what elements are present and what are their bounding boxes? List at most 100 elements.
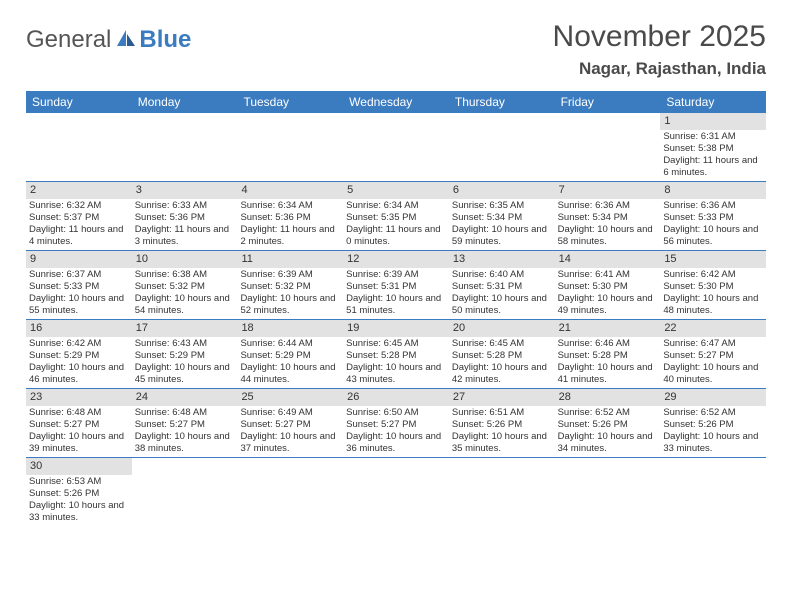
day-body: Sunrise: 6:36 AMSunset: 5:33 PMDaylight:… (660, 199, 766, 250)
day-body: Sunrise: 6:46 AMSunset: 5:28 PMDaylight:… (555, 337, 661, 388)
day-cell: 20Sunrise: 6:45 AMSunset: 5:28 PMDayligh… (449, 320, 555, 388)
day-number: 6 (449, 182, 555, 199)
day-number: 16 (26, 320, 132, 337)
day-body: Sunrise: 6:39 AMSunset: 5:32 PMDaylight:… (237, 268, 343, 319)
week-row: 16Sunrise: 6:42 AMSunset: 5:29 PMDayligh… (26, 320, 766, 389)
sunrise-text: Sunrise: 6:33 AM (135, 200, 235, 212)
daylight-text: Daylight: 10 hours and 35 minutes. (452, 431, 552, 455)
day-cell: 26Sunrise: 6:50 AMSunset: 5:27 PMDayligh… (343, 389, 449, 457)
day-number: 10 (132, 251, 238, 268)
daylight-text: Daylight: 10 hours and 37 minutes. (240, 431, 340, 455)
sunset-text: Sunset: 5:36 PM (240, 212, 340, 224)
sunrise-text: Sunrise: 6:44 AM (240, 338, 340, 350)
day-number: 4 (237, 182, 343, 199)
day-cell: 9Sunrise: 6:37 AMSunset: 5:33 PMDaylight… (26, 251, 132, 319)
calendar: SundayMondayTuesdayWednesdayThursdayFrid… (26, 91, 766, 526)
day-body: Sunrise: 6:51 AMSunset: 5:26 PMDaylight:… (449, 406, 555, 457)
empty-cell (660, 458, 766, 526)
sunset-text: Sunset: 5:26 PM (558, 419, 658, 431)
day-header-row: SundayMondayTuesdayWednesdayThursdayFrid… (26, 91, 766, 113)
empty-cell (132, 458, 238, 526)
day-number: 24 (132, 389, 238, 406)
day-cell: 21Sunrise: 6:46 AMSunset: 5:28 PMDayligh… (555, 320, 661, 388)
sunrise-text: Sunrise: 6:42 AM (663, 269, 763, 281)
day-cell: 4Sunrise: 6:34 AMSunset: 5:36 PMDaylight… (237, 182, 343, 250)
sunrise-text: Sunrise: 6:49 AM (240, 407, 340, 419)
day-body: Sunrise: 6:39 AMSunset: 5:31 PMDaylight:… (343, 268, 449, 319)
sunset-text: Sunset: 5:28 PM (558, 350, 658, 362)
daylight-text: Daylight: 10 hours and 45 minutes. (135, 362, 235, 386)
daylight-text: Daylight: 10 hours and 56 minutes. (663, 224, 763, 248)
day-cell: 25Sunrise: 6:49 AMSunset: 5:27 PMDayligh… (237, 389, 343, 457)
day-number: 25 (237, 389, 343, 406)
day-number: 21 (555, 320, 661, 337)
sunset-text: Sunset: 5:27 PM (135, 419, 235, 431)
sunset-text: Sunset: 5:31 PM (346, 281, 446, 293)
daylight-text: Daylight: 10 hours and 59 minutes. (452, 224, 552, 248)
sunrise-text: Sunrise: 6:34 AM (346, 200, 446, 212)
logo-sail-icon (115, 28, 137, 53)
day-body: Sunrise: 6:33 AMSunset: 5:36 PMDaylight:… (132, 199, 238, 250)
day-body: Sunrise: 6:34 AMSunset: 5:35 PMDaylight:… (343, 199, 449, 250)
week-row: 30Sunrise: 6:53 AMSunset: 5:26 PMDayligh… (26, 458, 766, 526)
sunset-text: Sunset: 5:32 PM (135, 281, 235, 293)
month-title: November 2025 (553, 20, 766, 53)
day-number: 1 (660, 113, 766, 130)
day-body: Sunrise: 6:42 AMSunset: 5:29 PMDaylight:… (26, 337, 132, 388)
sunset-text: Sunset: 5:34 PM (558, 212, 658, 224)
daylight-text: Daylight: 11 hours and 6 minutes. (663, 155, 763, 179)
daylight-text: Daylight: 11 hours and 3 minutes. (135, 224, 235, 248)
day-header-cell: Wednesday (343, 91, 449, 113)
day-cell: 3Sunrise: 6:33 AMSunset: 5:36 PMDaylight… (132, 182, 238, 250)
day-cell: 11Sunrise: 6:39 AMSunset: 5:32 PMDayligh… (237, 251, 343, 319)
day-cell: 13Sunrise: 6:40 AMSunset: 5:31 PMDayligh… (449, 251, 555, 319)
daylight-text: Daylight: 10 hours and 44 minutes. (240, 362, 340, 386)
day-number: 14 (555, 251, 661, 268)
day-body: Sunrise: 6:47 AMSunset: 5:27 PMDaylight:… (660, 337, 766, 388)
sunrise-text: Sunrise: 6:48 AM (135, 407, 235, 419)
sunset-text: Sunset: 5:33 PM (29, 281, 129, 293)
day-cell: 29Sunrise: 6:52 AMSunset: 5:26 PMDayligh… (660, 389, 766, 457)
sunrise-text: Sunrise: 6:38 AM (135, 269, 235, 281)
sunrise-text: Sunrise: 6:46 AM (558, 338, 658, 350)
day-body: Sunrise: 6:42 AMSunset: 5:30 PMDaylight:… (660, 268, 766, 319)
day-cell: 7Sunrise: 6:36 AMSunset: 5:34 PMDaylight… (555, 182, 661, 250)
empty-cell (343, 458, 449, 526)
daylight-text: Daylight: 10 hours and 33 minutes. (663, 431, 763, 455)
day-body: Sunrise: 6:37 AMSunset: 5:33 PMDaylight:… (26, 268, 132, 319)
day-body: Sunrise: 6:53 AMSunset: 5:26 PMDaylight:… (26, 475, 132, 526)
day-number: 20 (449, 320, 555, 337)
empty-cell (555, 113, 661, 181)
sunset-text: Sunset: 5:28 PM (452, 350, 552, 362)
day-cell: 2Sunrise: 6:32 AMSunset: 5:37 PMDaylight… (26, 182, 132, 250)
day-number: 27 (449, 389, 555, 406)
sunrise-text: Sunrise: 6:39 AM (240, 269, 340, 281)
sunset-text: Sunset: 5:28 PM (346, 350, 446, 362)
day-body: Sunrise: 6:40 AMSunset: 5:31 PMDaylight:… (449, 268, 555, 319)
day-number: 7 (555, 182, 661, 199)
location: Nagar, Rajasthan, India (553, 59, 766, 79)
sunset-text: Sunset: 5:31 PM (452, 281, 552, 293)
sunrise-text: Sunrise: 6:35 AM (452, 200, 552, 212)
sunrise-text: Sunrise: 6:36 AM (663, 200, 763, 212)
daylight-text: Daylight: 10 hours and 55 minutes. (29, 293, 129, 317)
sunrise-text: Sunrise: 6:37 AM (29, 269, 129, 281)
day-number: 19 (343, 320, 449, 337)
daylight-text: Daylight: 11 hours and 0 minutes. (346, 224, 446, 248)
sunset-text: Sunset: 5:38 PM (663, 143, 763, 155)
sunset-text: Sunset: 5:27 PM (240, 419, 340, 431)
daylight-text: Daylight: 10 hours and 41 minutes. (558, 362, 658, 386)
empty-cell (132, 113, 238, 181)
day-body: Sunrise: 6:48 AMSunset: 5:27 PMDaylight:… (132, 406, 238, 457)
day-body: Sunrise: 6:45 AMSunset: 5:28 PMDaylight:… (449, 337, 555, 388)
day-header-cell: Friday (555, 91, 661, 113)
daylight-text: Daylight: 10 hours and 39 minutes. (29, 431, 129, 455)
daylight-text: Daylight: 10 hours and 38 minutes. (135, 431, 235, 455)
sunrise-text: Sunrise: 6:45 AM (452, 338, 552, 350)
sunrise-text: Sunrise: 6:51 AM (452, 407, 552, 419)
sunrise-text: Sunrise: 6:52 AM (558, 407, 658, 419)
sunrise-text: Sunrise: 6:42 AM (29, 338, 129, 350)
day-cell: 12Sunrise: 6:39 AMSunset: 5:31 PMDayligh… (343, 251, 449, 319)
sunrise-text: Sunrise: 6:31 AM (663, 131, 763, 143)
sunset-text: Sunset: 5:29 PM (29, 350, 129, 362)
